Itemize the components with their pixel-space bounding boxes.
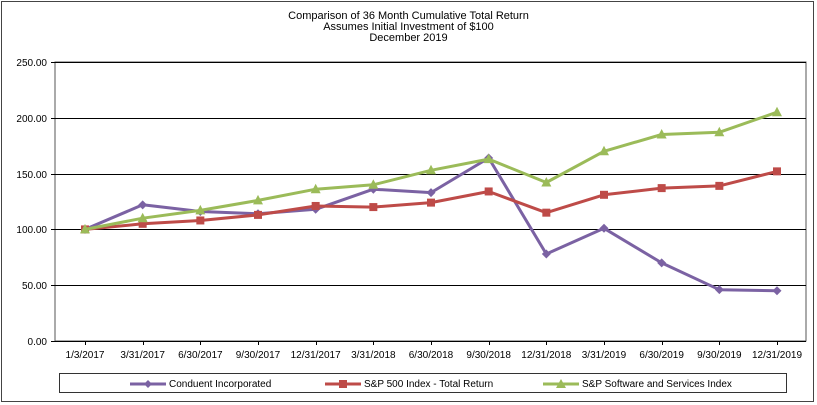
x-tick-label: 6/30/2018 xyxy=(409,350,454,361)
x-tick-label: 6/30/2019 xyxy=(639,350,684,361)
legend-swatch-sp500 xyxy=(325,380,361,388)
legend-item-sp500: S&P 500 Index - Total Return xyxy=(325,376,493,392)
x-tick-label: 9/30/2017 xyxy=(236,350,281,361)
data-point xyxy=(195,204,206,215)
legend-item-conduent: Conduent Incorporated xyxy=(130,376,271,392)
data-point xyxy=(714,285,724,295)
data-point xyxy=(772,106,782,117)
data-point xyxy=(772,286,782,296)
data-point xyxy=(80,223,90,234)
legend-swatch-software xyxy=(543,379,579,388)
data-point xyxy=(369,203,378,212)
legend-label-software: S&P Software and Services Index xyxy=(582,378,732,390)
data-point xyxy=(137,212,148,223)
y-tick-label: 100.00 xyxy=(16,225,47,236)
y-tick-label: 250.00 xyxy=(16,58,47,69)
data-point xyxy=(368,179,379,189)
x-tick-label: 3/31/2019 xyxy=(582,350,627,361)
data-point xyxy=(773,167,781,176)
data-point xyxy=(715,181,724,190)
data-point xyxy=(542,208,551,217)
legend: Conduent Incorporated S&P 500 Index - To… xyxy=(59,373,787,393)
x-tick-label: 12/31/2019 xyxy=(752,350,802,361)
data-point xyxy=(599,145,609,156)
data-point xyxy=(426,164,436,175)
chart-title: Comparison of 36 Month Cumulative Total … xyxy=(288,10,529,22)
data-point xyxy=(427,198,435,207)
data-point xyxy=(657,258,667,268)
legend-swatch-conduent xyxy=(130,380,166,388)
data-point xyxy=(600,190,608,199)
x-tick-label: 9/30/2018 xyxy=(466,350,511,361)
x-tick-label: 3/31/2018 xyxy=(351,350,396,361)
data-point xyxy=(599,223,609,233)
chart-subtitle: Assumes Initial Investment of $100 xyxy=(323,21,494,33)
data-point xyxy=(138,219,147,228)
chart-subtitle-date: December 2019 xyxy=(369,32,448,44)
data-point xyxy=(196,216,205,225)
y-tick-label: 0.00 xyxy=(28,337,48,348)
data-point xyxy=(484,187,493,196)
x-tick-label: 6/30/2017 xyxy=(178,350,223,361)
legend-item-software: S&P Software and Services Index xyxy=(543,376,732,392)
y-tick-label: 150.00 xyxy=(16,170,47,181)
data-point xyxy=(541,177,552,187)
y-tick-label: 50.00 xyxy=(22,281,47,292)
data-point xyxy=(253,194,263,205)
data-point xyxy=(426,188,436,198)
data-point xyxy=(254,210,262,219)
data-point xyxy=(657,184,666,193)
data-point xyxy=(714,126,725,137)
x-tick-label: 12/31/2018 xyxy=(521,350,571,361)
legend-label-sp500: S&P 500 Index - Total Return xyxy=(364,378,494,390)
data-point xyxy=(483,153,494,164)
data-point xyxy=(541,249,551,259)
data-point xyxy=(138,200,148,210)
data-point xyxy=(310,183,321,194)
y-tick-label: 200.00 xyxy=(16,114,47,125)
legend-label-conduent: Conduent Incorporated xyxy=(169,378,272,390)
x-tick-label: 1/3/2017 xyxy=(66,350,105,361)
x-tick-label: 3/31/2017 xyxy=(120,350,165,361)
data-point xyxy=(311,201,320,210)
data-point xyxy=(656,129,667,139)
x-tick-label: 9/30/2019 xyxy=(697,350,742,361)
x-tick-label: 12/31/2017 xyxy=(291,350,341,361)
